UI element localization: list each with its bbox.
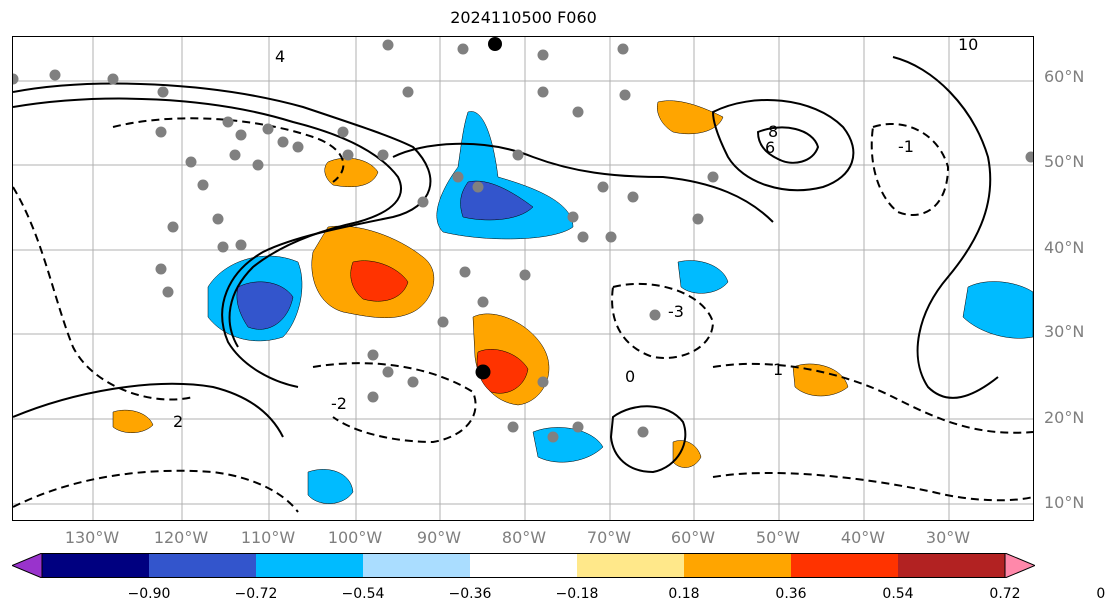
contour-solid: [711, 99, 855, 192]
contour-label: 4: [275, 47, 285, 66]
lon-label: 50°W: [755, 528, 801, 547]
contour-solid: [13, 382, 284, 438]
colorbar-tick-label: 0.54: [882, 586, 914, 602]
colorbar-extend-high: [1004, 553, 1035, 578]
colorbar-tick-label: 0.72: [989, 586, 1021, 602]
shade-pos-central-north: [324, 157, 379, 188]
contour-label: 0: [625, 367, 635, 386]
contour-solid: [609, 405, 687, 474]
lon-label: 100°W: [327, 528, 383, 547]
lon-label: 60°W: [670, 528, 716, 547]
shade-neg-atlantic-east: [962, 281, 1033, 339]
colorbar: [12, 553, 1035, 578]
contour-solid: [756, 126, 820, 164]
colorbar-tick-label: −0.18: [555, 586, 599, 602]
contour-dashed: [712, 471, 1033, 502]
lat-label: 10°N: [1044, 493, 1085, 512]
shade-pos-atlantic-north: [657, 100, 724, 135]
contour-dashed: [712, 362, 1033, 434]
colorbar-segment: [42, 553, 150, 578]
lon-label: 70°W: [586, 528, 632, 547]
contour-dashed: [112, 117, 345, 183]
contour-solid: [13, 82, 432, 388]
colorbar-tick-label: −0.36: [448, 586, 492, 602]
shaded-field: [112, 100, 1033, 504]
colorbar-tick-label: −0.54: [341, 586, 385, 602]
colorbar-segment: [256, 553, 364, 578]
lat-label: 50°N: [1044, 152, 1085, 171]
contour-dashed: [13, 469, 299, 513]
shade-pos-atlantic-mid: [792, 363, 849, 397]
map-panel: 4 2 0 -2 -1 -3 8 6 10 1: [12, 36, 1034, 521]
contour-label: -3: [668, 302, 684, 321]
lat-label: 20°N: [1044, 408, 1085, 427]
shade-pos-caribbean: [672, 440, 702, 468]
lat-label: 30°N: [1044, 322, 1085, 341]
shade-pos-pacific: [112, 409, 154, 433]
contour-label: -2: [331, 394, 347, 413]
contour-label: 10: [958, 37, 978, 54]
colorbar-segment: [149, 553, 257, 578]
lon-label: 110°W: [240, 528, 296, 547]
lon-label: 30°W: [925, 528, 971, 547]
colorbar-tick-label: −0.90: [127, 586, 171, 602]
lat-label: 40°N: [1044, 238, 1085, 257]
colorbar-segments: [12, 553, 1035, 578]
contour-label: 2: [173, 412, 183, 431]
map-canvas: 4 2 0 -2 -1 -3 8 6 10 1: [13, 37, 1033, 520]
contour-label: 8: [768, 122, 778, 141]
contour-dashed: [13, 186, 194, 401]
contour-label: -1: [898, 137, 914, 156]
lon-label: 130°W: [64, 528, 120, 547]
colorbar-tick-label: 0.90: [1096, 586, 1105, 602]
colorbar-tick-label: 0.18: [668, 586, 700, 602]
station-dots: [13, 37, 1033, 443]
lon-label: 120°W: [153, 528, 209, 547]
shade-neg-atlantic-mid: [677, 260, 729, 294]
lon-label: 90°W: [416, 528, 462, 547]
colorbar-segment: [577, 553, 685, 578]
map-title: 2024110500 F060: [450, 8, 597, 27]
colorbar-segment: [684, 553, 792, 578]
contour-label: 1: [773, 360, 783, 379]
colorbar-tick-label: −0.72: [234, 586, 278, 602]
contour-dashed: [870, 122, 950, 216]
shade-pos-central-red: [350, 260, 409, 302]
contour-lines: [13, 56, 1033, 513]
shade-neg-southwest-core: [236, 281, 294, 330]
shade-neg-caribbean: [532, 427, 604, 463]
lon-label: 80°W: [501, 528, 547, 547]
lat-label: 60°N: [1044, 67, 1085, 86]
contour-dashed: [611, 283, 715, 359]
colorbar-segment: [898, 553, 1006, 578]
colorbar-extend-low: [12, 553, 43, 578]
colorbar-segment: [470, 553, 578, 578]
contour-solid: [392, 142, 774, 223]
shade-neg-pacific: [307, 469, 354, 504]
contour-solid: [13, 97, 403, 348]
colorbar-segment: [791, 553, 899, 578]
contour-label: 6: [765, 138, 775, 157]
contour-solid: [892, 56, 999, 399]
colorbar-tick-label: 0.36: [775, 586, 807, 602]
colorbar-segment: [363, 553, 471, 578]
lon-label: 40°W: [840, 528, 886, 547]
